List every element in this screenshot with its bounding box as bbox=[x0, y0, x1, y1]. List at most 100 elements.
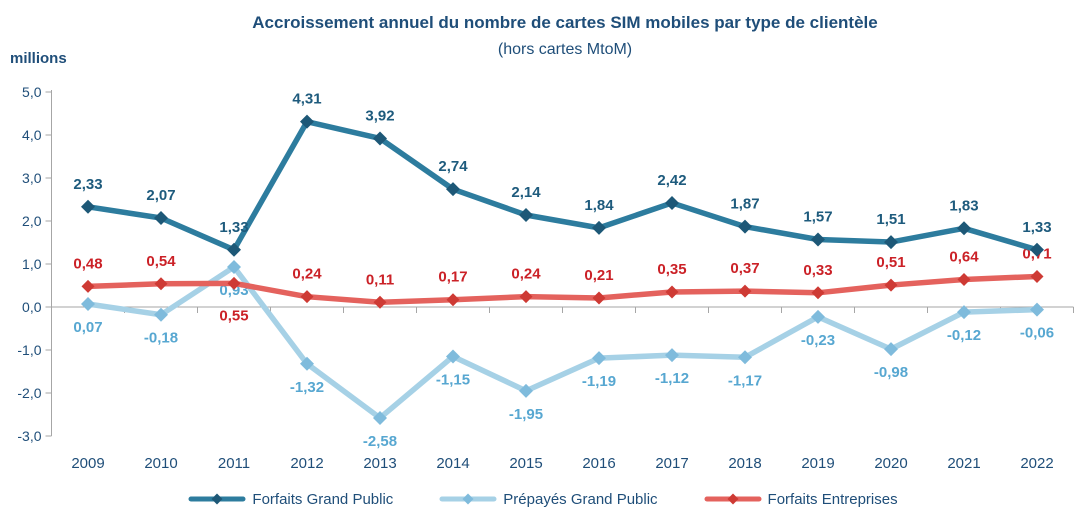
data-point-marker bbox=[592, 351, 606, 366]
data-point-marker bbox=[957, 221, 971, 236]
data-point-label: -1,19 bbox=[582, 373, 616, 390]
data-point-label: 0,51 bbox=[876, 254, 905, 271]
x-tick-label: 2012 bbox=[290, 455, 323, 472]
data-point-label: -1,95 bbox=[509, 406, 543, 423]
data-point-marker bbox=[592, 291, 606, 305]
data-point-label: 1,51 bbox=[876, 211, 905, 228]
x-tick-label: 2015 bbox=[509, 455, 542, 472]
data-point-marker bbox=[884, 342, 898, 357]
data-point-marker bbox=[373, 410, 387, 425]
x-tick-label: 2017 bbox=[655, 455, 688, 472]
data-point-marker bbox=[300, 356, 314, 371]
data-point-marker bbox=[738, 284, 752, 298]
data-point-marker bbox=[811, 286, 825, 300]
y-tick-label: 0,0 bbox=[22, 299, 42, 315]
data-point-label: -0,12 bbox=[947, 327, 981, 344]
data-point-label: 2,33 bbox=[73, 176, 102, 193]
legend-diamond-icon bbox=[727, 493, 739, 505]
data-point-marker bbox=[519, 383, 533, 398]
legend-diamond-icon bbox=[211, 493, 223, 505]
y-tick-label: -1,0 bbox=[17, 342, 41, 358]
data-point-marker bbox=[738, 350, 752, 365]
data-point-marker bbox=[154, 210, 168, 225]
data-point-marker bbox=[81, 199, 95, 214]
data-point-label: -0,18 bbox=[144, 330, 178, 347]
data-point-marker bbox=[811, 309, 825, 324]
legend-swatch bbox=[188, 493, 246, 505]
data-point-label: 1,84 bbox=[584, 197, 614, 214]
data-point-marker bbox=[81, 296, 95, 311]
data-point-marker bbox=[665, 348, 679, 363]
data-point-label: -2,58 bbox=[363, 433, 397, 450]
data-point-label: 2,42 bbox=[657, 172, 686, 189]
data-point-label: -1,15 bbox=[436, 371, 470, 388]
data-point-label: 0,54 bbox=[146, 253, 176, 270]
data-point-label: 3,92 bbox=[365, 107, 394, 124]
data-point-marker bbox=[519, 207, 533, 222]
data-point-marker bbox=[227, 276, 241, 290]
x-tick-label: 2022 bbox=[1020, 455, 1053, 472]
legend-label: Forfaits Entreprises bbox=[767, 490, 898, 508]
legend-swatch bbox=[439, 493, 497, 505]
data-point-marker bbox=[519, 290, 533, 304]
data-point-label: 0,33 bbox=[803, 262, 832, 279]
y-tick-label: 4,0 bbox=[22, 127, 42, 143]
data-point-marker bbox=[1030, 302, 1044, 317]
x-tick-label: 2014 bbox=[436, 455, 469, 472]
data-point-label: 2,74 bbox=[438, 158, 468, 175]
x-tick-label: 2011 bbox=[218, 455, 250, 472]
data-point-marker bbox=[227, 260, 241, 275]
y-tick-label: 3,0 bbox=[22, 170, 42, 186]
data-point-label: 1,33 bbox=[219, 219, 248, 236]
data-point-label: -0,23 bbox=[801, 332, 835, 349]
data-point-marker bbox=[884, 278, 898, 292]
data-point-marker bbox=[154, 307, 168, 322]
data-point-label: 2,14 bbox=[511, 184, 541, 201]
data-point-label: -1,12 bbox=[655, 370, 689, 387]
x-tick-label: 2009 bbox=[71, 455, 104, 472]
chart-subtitle: (hors cartes MtoM) bbox=[497, 41, 633, 58]
data-point-label: 0,24 bbox=[292, 266, 322, 283]
data-point-marker bbox=[373, 295, 387, 309]
chart-title: Accroissement annuel du nombre de cartes… bbox=[252, 13, 878, 32]
data-point-label: 0,48 bbox=[73, 255, 102, 272]
data-point-marker bbox=[154, 277, 168, 291]
data-point-marker bbox=[957, 305, 971, 320]
data-point-label: 4,31 bbox=[292, 91, 321, 108]
data-point-label: 0,07 bbox=[73, 319, 102, 336]
data-point-label: 0,24 bbox=[511, 266, 541, 283]
data-point-label: 1,83 bbox=[949, 197, 978, 214]
data-point-label: 0,21 bbox=[584, 267, 613, 284]
legend-swatch bbox=[704, 493, 762, 505]
data-point-marker bbox=[300, 290, 314, 304]
data-point-marker bbox=[738, 219, 752, 234]
data-point-marker bbox=[81, 279, 95, 293]
x-tick-label: 2021 bbox=[947, 455, 980, 472]
x-tick-label: 2013 bbox=[363, 455, 396, 472]
series-line bbox=[85, 273, 1040, 306]
y-tick-label: -3,0 bbox=[17, 428, 41, 444]
data-point-marker bbox=[884, 235, 898, 250]
data-point-marker bbox=[811, 232, 825, 247]
data-point-label: 0,11 bbox=[366, 271, 394, 288]
data-point-marker bbox=[592, 220, 606, 235]
data-point-marker bbox=[227, 242, 241, 257]
x-tick-label: 2010 bbox=[144, 455, 177, 472]
data-point-marker bbox=[665, 285, 679, 299]
y-tick-label: 5,0 bbox=[22, 84, 42, 100]
series-line bbox=[85, 118, 1040, 253]
y-tick-label: -2,0 bbox=[17, 385, 41, 401]
data-point-marker bbox=[446, 293, 460, 307]
data-point-label: -0,06 bbox=[1020, 325, 1054, 342]
data-point-label: -1,32 bbox=[290, 379, 324, 396]
x-tick-label: 2016 bbox=[582, 455, 615, 472]
legend-item: Prépayés Grand Public bbox=[439, 491, 658, 508]
data-point-marker bbox=[957, 272, 971, 286]
data-point-label: 0,37 bbox=[730, 260, 759, 277]
data-point-label: 0,17 bbox=[438, 269, 467, 286]
legend-diamond-icon bbox=[462, 493, 474, 505]
data-point-marker bbox=[446, 349, 460, 364]
data-point-label: -1,17 bbox=[728, 372, 762, 389]
